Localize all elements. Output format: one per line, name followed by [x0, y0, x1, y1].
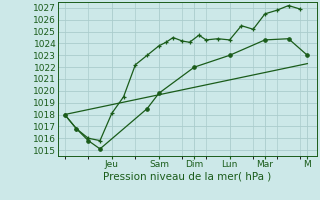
X-axis label: Pression niveau de la mer( hPa ): Pression niveau de la mer( hPa ) [103, 172, 271, 182]
